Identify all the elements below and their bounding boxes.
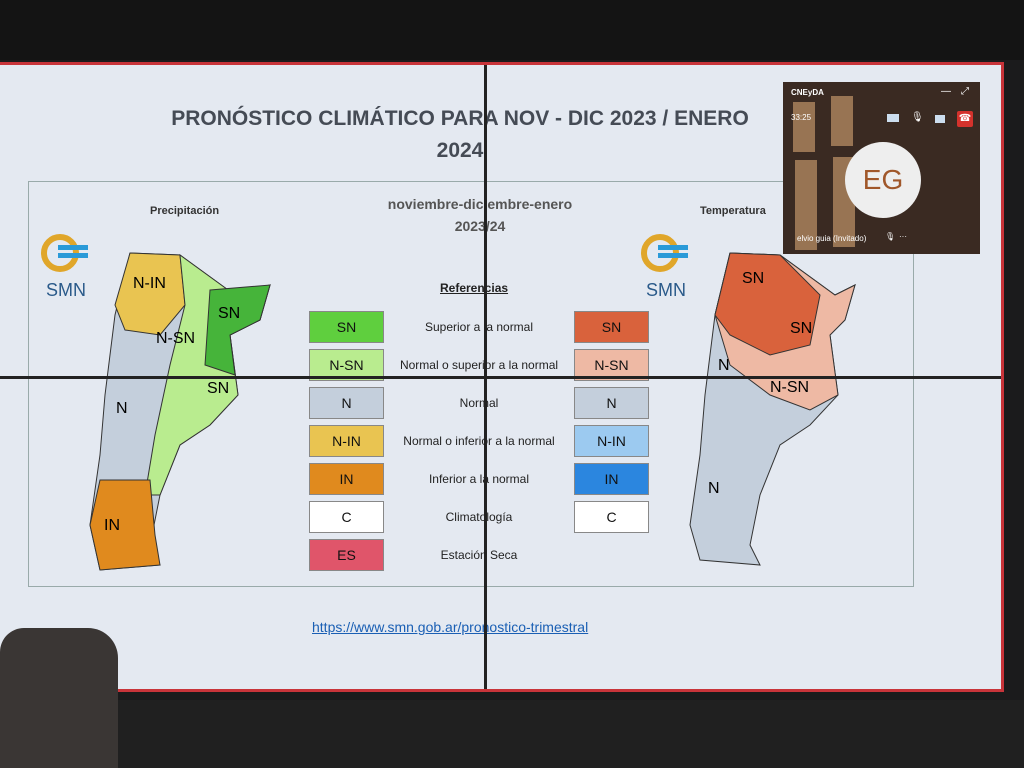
temp-legend-swatch: C: [574, 501, 649, 533]
precipitation-map: [89, 252, 271, 571]
smn-link[interactable]: https://www.smn.gob.ar/pronostico-trimes…: [312, 619, 589, 635]
precip-label: N-IN: [133, 275, 166, 292]
temp-label: SN: [790, 320, 813, 337]
screen-seam: [0, 376, 1001, 379]
call-timer: 33:25: [791, 113, 812, 122]
temp-legend-swatch: N-IN: [574, 425, 649, 457]
precip-legend-swatch: SN: [309, 311, 384, 343]
legend-label: Normal o superior a la normal: [399, 358, 559, 372]
expand-icon[interactable]: ⤢: [961, 86, 969, 97]
precip-legend-swatch: C: [309, 501, 384, 533]
avatar: EG: [845, 142, 921, 218]
muted-mic-icon: 🎙: [885, 232, 896, 241]
logo-text: SMN: [46, 280, 86, 300]
temp-legend-swatch: IN: [574, 463, 649, 495]
precip-label: SN: [207, 380, 230, 397]
slide-title: PRONÓSTICO CLIMÁTICO PARA NOV - DIC 2023…: [171, 107, 749, 162]
period-year: 2023/24: [454, 218, 506, 234]
temp-label: N: [708, 480, 720, 497]
temp-title: Temperatura: [700, 205, 766, 217]
more-options-icon[interactable]: ···: [899, 232, 907, 241]
references-title: Referencias: [440, 281, 509, 295]
precip-legend-swatch: ES: [309, 539, 384, 571]
smn-logo-left: SMN: [40, 233, 92, 301]
temp-label: SN: [742, 270, 765, 287]
temperature-map: [689, 252, 856, 566]
precip-legend-swatch: N-SN: [309, 349, 384, 381]
minimize-icon[interactable]: —: [941, 86, 951, 97]
legend-label: Superior a la normal: [424, 320, 534, 334]
video-call-window: CNEyDA 33:25 — ⤢ 🎙 ☎ EG elvio guia (Invi…: [783, 82, 980, 254]
legend-label: Estación Seca: [440, 548, 518, 562]
temp-legend-swatch: SN: [574, 311, 649, 343]
smn-logo-icon: [641, 234, 688, 272]
smn-logo-right: SMN: [640, 233, 692, 301]
camera-icon[interactable]: [887, 114, 899, 122]
legend-label: Climatología: [445, 510, 513, 524]
participant-name: elvio guia (Invitado): [797, 234, 867, 243]
precip-legend-swatch: N: [309, 387, 384, 419]
screen-base: [100, 700, 1024, 768]
smn-logo-icon: [41, 234, 88, 272]
precip-label: N-SN: [156, 330, 196, 347]
temp-legend-swatch: N: [574, 387, 649, 419]
precip-legend-swatch: IN: [309, 463, 384, 495]
logo-text: SMN: [646, 280, 686, 300]
period-months: noviembre-diciembre-enero: [387, 196, 573, 212]
precip-label: IN: [104, 517, 120, 534]
hang-up-button[interactable]: ☎: [957, 111, 973, 127]
legend-label: Inferior a la normal: [428, 472, 530, 486]
temp-label: N: [718, 357, 730, 374]
temp-legend-swatch: N-SN: [574, 349, 649, 381]
precip-title: Precipitación: [150, 205, 220, 217]
precip-legend-swatch: N-IN: [309, 425, 384, 457]
chair: [0, 628, 118, 768]
ceiling: [0, 0, 1024, 60]
legend-label: Normal o inferior a la normal: [403, 434, 555, 448]
microphone-icon[interactable]: 🎙: [911, 112, 924, 123]
temp-label: N-SN: [770, 379, 810, 396]
meeting-name: CNEyDA: [791, 88, 824, 97]
period: noviembre-diciembre-enero 2023/24: [360, 193, 600, 237]
precip-label: SN: [218, 305, 241, 322]
legend-label: Normal: [459, 396, 499, 410]
map-frame: [28, 181, 914, 587]
share-screen-icon[interactable]: [935, 115, 945, 123]
precip-label: N: [116, 400, 128, 417]
